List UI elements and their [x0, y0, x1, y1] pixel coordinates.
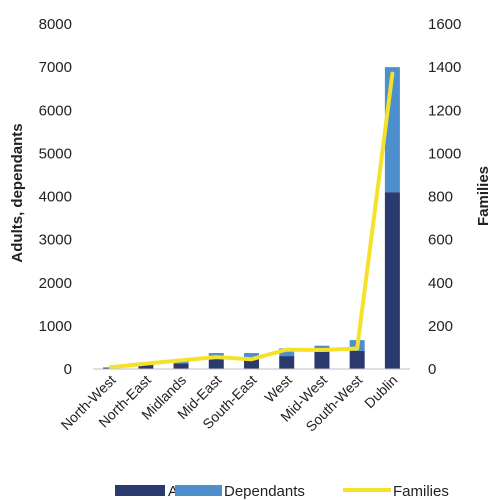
x-category-label: Dublin — [361, 372, 400, 411]
x-axis-categories: North-WestNorth-EastMidlandsMid-EastSout… — [58, 372, 401, 435]
y2-axis-title: Families — [475, 166, 492, 226]
y2-tick-label: 400 — [428, 275, 453, 292]
bar-dependants-west — [279, 348, 295, 357]
legend-swatch-adults — [115, 485, 165, 496]
y2-tick-label: 800 — [428, 189, 453, 206]
y2-tick-label: 200 — [428, 318, 453, 335]
y-axis-ticks: 0 1000 2000 3000 4000 5000 6000 7000 8000 — [39, 16, 72, 378]
plot-area — [103, 67, 400, 370]
y-tick-label: 7000 — [39, 59, 72, 76]
y-tick-label: 4000 — [39, 189, 72, 206]
y-tick-label: 5000 — [39, 145, 72, 162]
y2-tick-label: 1000 — [428, 145, 461, 162]
y-tick-label: 8000 — [39, 16, 72, 33]
y-tick-label: 2000 — [39, 275, 72, 292]
legend-label-families: Families — [393, 483, 449, 500]
y-tick-label: 1000 — [39, 318, 72, 335]
y-tick-label: 3000 — [39, 232, 72, 249]
y2-tick-label: 1400 — [428, 59, 461, 76]
bar-adults-dublin — [384, 192, 400, 369]
bar-adults-mid-east — [208, 357, 224, 369]
bar-adults-midlands — [173, 363, 189, 369]
y2-tick-label: 1200 — [428, 102, 461, 119]
bar-adults-mid-west — [314, 351, 330, 369]
y2-tick-label: 0 — [428, 361, 436, 378]
bar-dependants-south-east — [244, 353, 259, 357]
y2-tick-label: 600 — [428, 232, 453, 249]
y-tick-label: 6000 — [39, 102, 72, 119]
bar-adults-south-west — [349, 350, 365, 369]
legend-swatch-dependants — [175, 485, 222, 496]
bar-adults-west — [279, 356, 295, 369]
line-families — [108, 71, 395, 370]
bar-adults-north-east — [138, 364, 154, 369]
legend-label-dependants: Dependants — [224, 483, 305, 500]
y-axis-title: Adults, dependants — [9, 123, 26, 262]
legend: Adults Dependants Families — [115, 483, 449, 500]
y-tick-label: 0 — [64, 361, 72, 378]
y2-tick-label: 1600 — [428, 16, 461, 33]
y2-axis-ticks: 0 200 400 600 800 1000 1200 1400 1600 — [428, 16, 461, 378]
